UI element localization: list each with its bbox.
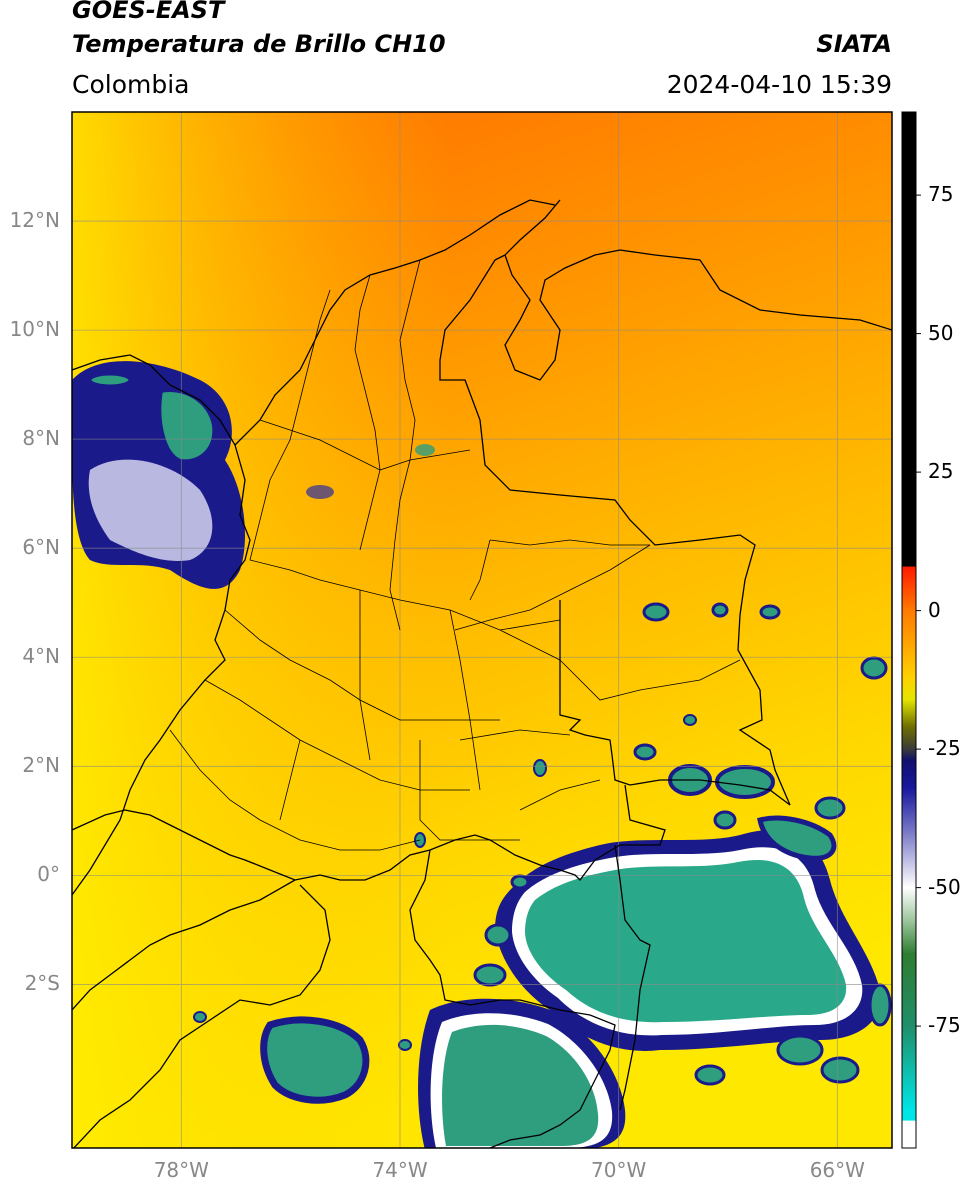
graticule [72, 112, 892, 1148]
colombia-brazil-border [559, 600, 791, 806]
latitude-label: 12°N [9, 208, 60, 233]
colombia-border [504, 199, 892, 381]
brazil-border [614, 844, 651, 1111]
colorbar-tick-label: -50 [928, 874, 961, 899]
longitude-label: 78°W [153, 1158, 209, 1182]
ecuador-coast [72, 879, 296, 1011]
pacific-coast [72, 444, 251, 896]
latitude-label: 2°S [24, 971, 60, 996]
colombia-venezuela-border [439, 254, 791, 806]
organization-label: SIATA [816, 30, 892, 58]
department-borders [169, 259, 741, 851]
cloud-cluster-amazon [495, 815, 881, 1051]
latitude-label: 8°N [22, 426, 60, 451]
panama-coast [72, 354, 236, 446]
colorbar-tick-label: 75 [928, 182, 954, 207]
colorbar-tick-label: 50 [928, 320, 954, 345]
map-panel [72, 112, 892, 1148]
colorbar-tick-label: -75 [928, 1013, 961, 1038]
colorbar-tick-label: 25 [928, 459, 954, 484]
cloud-cluster-southwest [260, 1016, 370, 1104]
map-frame [71, 111, 893, 1149]
latitude-label: 2°N [22, 753, 60, 778]
datetime-label: 2024-04-10 15:39 [666, 70, 892, 99]
longitude-label: 70°W [591, 1158, 647, 1182]
satellite-title: GOES-EAST [72, 0, 225, 24]
latitude-label: 4°N [22, 644, 60, 669]
cloud-cluster-northwest [72, 361, 245, 589]
ecuador-south-coast [72, 884, 331, 1148]
colorbar-tick-label: 0 [928, 597, 941, 622]
latitude-label: 10°N [9, 317, 60, 342]
colorbar-ticks [916, 194, 921, 1027]
peru-border [409, 849, 616, 1148]
west-yellow-band [72, 112, 452, 1148]
longitude-label: 74°W [372, 1158, 428, 1182]
colorbar-tick-label: -25 [928, 736, 961, 761]
longitude-label: 66°W [809, 1158, 865, 1182]
colombia-peru-ecuador-border [72, 784, 666, 881]
cloud-cluster-south [418, 998, 626, 1148]
latitude-label: 6°N [22, 535, 60, 560]
region-subtitle: Colombia [72, 70, 190, 99]
colorbar [901, 111, 917, 1149]
product-title: Temperatura de Brillo CH10 [72, 30, 446, 58]
latitude-label: 0° [37, 862, 60, 887]
